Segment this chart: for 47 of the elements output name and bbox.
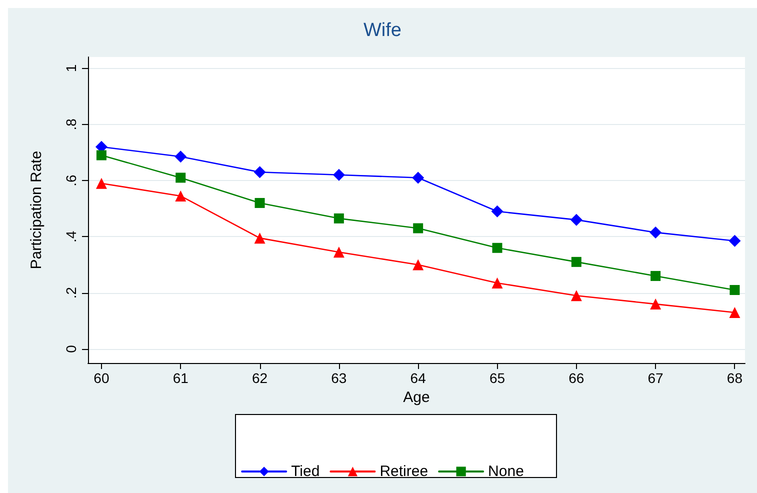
- x-tick-label: 60: [94, 370, 110, 386]
- y-axis-title: Participation Rate: [28, 150, 45, 270]
- point: [650, 226, 662, 238]
- y-tick-label: .8: [63, 118, 79, 130]
- y-tick-label: .2: [63, 286, 79, 299]
- x-tick-label: 64: [410, 370, 426, 386]
- point: [492, 242, 502, 253]
- point: [492, 277, 503, 288]
- x-tick-label: 62: [252, 370, 268, 386]
- x-tick-label: 65: [489, 370, 506, 386]
- point: [412, 259, 424, 270]
- point: [571, 256, 582, 267]
- x-tick-label: 67: [648, 370, 664, 386]
- y-tick-label: .6: [63, 174, 79, 186]
- point: [730, 285, 740, 296]
- point: [254, 232, 266, 244]
- point: [412, 172, 424, 184]
- x-tick-label: 66: [568, 370, 584, 386]
- point: [650, 270, 661, 281]
- point: [729, 306, 740, 318]
- point: [491, 205, 504, 218]
- chart-title: Wife: [364, 20, 402, 41]
- point: [174, 150, 187, 163]
- point: [175, 190, 186, 202]
- point: [728, 234, 741, 247]
- point: [333, 246, 344, 258]
- y-tick-label: .4: [63, 230, 79, 243]
- x-tick-label: 63: [331, 370, 347, 386]
- point: [96, 150, 106, 160]
- x-tick-label: 68: [726, 370, 743, 386]
- legend-label: None: [488, 463, 524, 480]
- x-axis-title: Age: [403, 388, 430, 406]
- point: [96, 178, 107, 189]
- point: [176, 172, 186, 183]
- y-tick-label: 0: [63, 344, 79, 353]
- x-tick-label: 61: [172, 370, 189, 386]
- point: [334, 213, 344, 224]
- legend-label: Retiree: [380, 463, 428, 480]
- point: [570, 214, 582, 226]
- point: [254, 198, 265, 208]
- point: [413, 223, 424, 234]
- legend-label: Tied: [291, 463, 320, 480]
- y-tick-label: 1: [63, 64, 79, 72]
- point: [254, 166, 266, 178]
- point: [570, 290, 582, 302]
- point: [332, 168, 345, 181]
- point: [650, 298, 662, 310]
